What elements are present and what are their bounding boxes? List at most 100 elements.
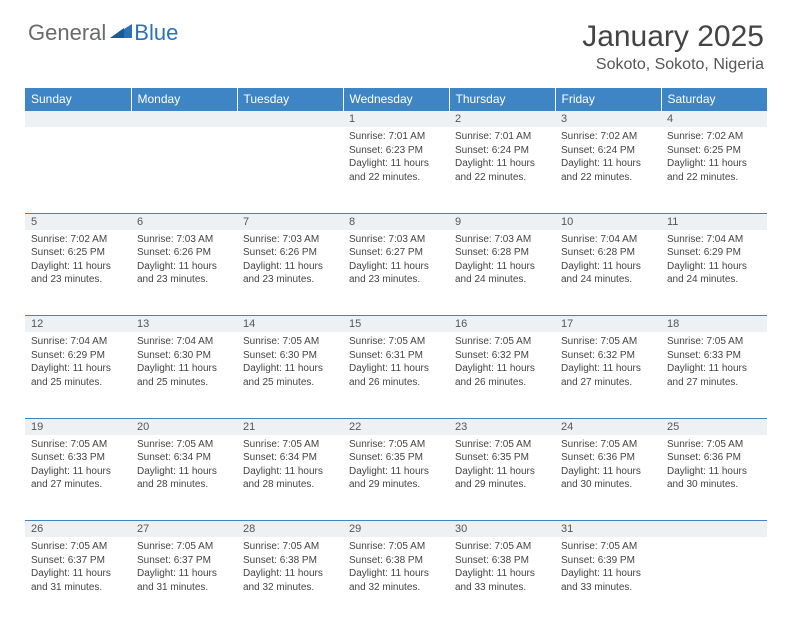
day-number: 13 [131, 316, 237, 332]
day-details: Sunrise: 7:05 AMSunset: 6:38 PMDaylight:… [449, 537, 555, 598]
day-cell: Sunrise: 7:03 AMSunset: 6:28 PMDaylight:… [449, 230, 555, 316]
brand-part1: General [28, 20, 106, 46]
day-details: Sunrise: 7:05 AMSunset: 6:36 PMDaylight:… [555, 435, 661, 496]
week-daynum-row: 1234 [25, 111, 767, 128]
day-number-cell: 4 [661, 111, 767, 128]
week-body-row: Sunrise: 7:02 AMSunset: 6:25 PMDaylight:… [25, 230, 767, 316]
day-cell: Sunrise: 7:05 AMSunset: 6:33 PMDaylight:… [661, 332, 767, 418]
day-details: Sunrise: 7:02 AMSunset: 6:25 PMDaylight:… [25, 230, 131, 291]
day-number-cell: 26 [25, 521, 131, 538]
day-number: 19 [25, 419, 131, 435]
day-number-cell: 8 [343, 213, 449, 230]
day-cell: Sunrise: 7:02 AMSunset: 6:25 PMDaylight:… [25, 230, 131, 316]
day-details: Sunrise: 7:03 AMSunset: 6:26 PMDaylight:… [237, 230, 343, 291]
day-number-cell: 22 [343, 418, 449, 435]
day-number-cell: 25 [661, 418, 767, 435]
day-header: Saturday [661, 88, 767, 111]
day-number-cell: 9 [449, 213, 555, 230]
day-number: 9 [449, 214, 555, 230]
day-number-cell: 14 [237, 316, 343, 333]
day-number-cell [131, 111, 237, 128]
day-cell: Sunrise: 7:02 AMSunset: 6:25 PMDaylight:… [661, 127, 767, 213]
day-number-cell: 11 [661, 213, 767, 230]
week-daynum-row: 19202122232425 [25, 418, 767, 435]
day-details: Sunrise: 7:05 AMSunset: 6:38 PMDaylight:… [343, 537, 449, 598]
day-details: Sunrise: 7:05 AMSunset: 6:39 PMDaylight:… [555, 537, 661, 598]
day-number-cell [237, 111, 343, 128]
location-subtitle: Sokoto, Sokoto, Nigeria [582, 56, 764, 74]
day-details: Sunrise: 7:01 AMSunset: 6:23 PMDaylight:… [343, 127, 449, 188]
day-number: 5 [25, 214, 131, 230]
day-cell: Sunrise: 7:03 AMSunset: 6:26 PMDaylight:… [237, 230, 343, 316]
day-details: Sunrise: 7:05 AMSunset: 6:31 PMDaylight:… [343, 332, 449, 393]
day-number: 28 [237, 521, 343, 537]
day-number: 12 [25, 316, 131, 332]
day-cell: Sunrise: 7:05 AMSunset: 6:32 PMDaylight:… [449, 332, 555, 418]
day-number: 17 [555, 316, 661, 332]
day-number: 22 [343, 419, 449, 435]
day-header: Thursday [449, 88, 555, 111]
day-number-cell: 10 [555, 213, 661, 230]
week-daynum-row: 12131415161718 [25, 316, 767, 333]
day-details: Sunrise: 7:05 AMSunset: 6:34 PMDaylight:… [237, 435, 343, 496]
day-number-cell: 13 [131, 316, 237, 333]
day-header: Tuesday [237, 88, 343, 111]
day-number-cell: 6 [131, 213, 237, 230]
day-number-cell: 21 [237, 418, 343, 435]
day-details: Sunrise: 7:05 AMSunset: 6:37 PMDaylight:… [131, 537, 237, 598]
day-number-cell: 3 [555, 111, 661, 128]
day-details: Sunrise: 7:05 AMSunset: 6:34 PMDaylight:… [131, 435, 237, 496]
day-details: Sunrise: 7:04 AMSunset: 6:30 PMDaylight:… [131, 332, 237, 393]
day-number: 31 [555, 521, 661, 537]
week-daynum-row: 567891011 [25, 213, 767, 230]
brand-logo: General Blue [28, 20, 178, 46]
day-number: 10 [555, 214, 661, 230]
day-number-cell: 28 [237, 521, 343, 538]
day-cell: Sunrise: 7:04 AMSunset: 6:29 PMDaylight:… [25, 332, 131, 418]
day-details: Sunrise: 7:03 AMSunset: 6:26 PMDaylight:… [131, 230, 237, 291]
title-block: January 2025 Sokoto, Sokoto, Nigeria [582, 20, 764, 74]
day-header: Monday [131, 88, 237, 111]
day-details: Sunrise: 7:05 AMSunset: 6:35 PMDaylight:… [449, 435, 555, 496]
day-number-cell: 30 [449, 521, 555, 538]
day-number: 1 [343, 111, 449, 127]
day-number-cell: 7 [237, 213, 343, 230]
day-details: Sunrise: 7:05 AMSunset: 6:37 PMDaylight:… [25, 537, 131, 598]
day-cell: Sunrise: 7:05 AMSunset: 6:36 PMDaylight:… [555, 435, 661, 521]
day-number-cell: 31 [555, 521, 661, 538]
day-cell: Sunrise: 7:02 AMSunset: 6:24 PMDaylight:… [555, 127, 661, 213]
day-number: 25 [661, 419, 767, 435]
day-details: Sunrise: 7:05 AMSunset: 6:33 PMDaylight:… [25, 435, 131, 496]
day-cell: Sunrise: 7:05 AMSunset: 6:30 PMDaylight:… [237, 332, 343, 418]
day-number: 20 [131, 419, 237, 435]
week-body-row: Sunrise: 7:04 AMSunset: 6:29 PMDaylight:… [25, 332, 767, 418]
day-details: Sunrise: 7:03 AMSunset: 6:27 PMDaylight:… [343, 230, 449, 291]
day-cell [25, 127, 131, 213]
day-number-cell: 1 [343, 111, 449, 128]
day-number-cell: 20 [131, 418, 237, 435]
day-number-cell: 12 [25, 316, 131, 333]
day-number-cell [661, 521, 767, 538]
day-details: Sunrise: 7:05 AMSunset: 6:33 PMDaylight:… [661, 332, 767, 393]
day-cell: Sunrise: 7:03 AMSunset: 6:26 PMDaylight:… [131, 230, 237, 316]
day-number: 6 [131, 214, 237, 230]
day-number-cell: 5 [25, 213, 131, 230]
day-details: Sunrise: 7:04 AMSunset: 6:29 PMDaylight:… [661, 230, 767, 291]
day-cell: Sunrise: 7:03 AMSunset: 6:27 PMDaylight:… [343, 230, 449, 316]
header: General Blue January 2025 Sokoto, Sokoto… [0, 0, 792, 82]
day-details: Sunrise: 7:04 AMSunset: 6:29 PMDaylight:… [25, 332, 131, 393]
day-cell: Sunrise: 7:05 AMSunset: 6:31 PMDaylight:… [343, 332, 449, 418]
day-details: Sunrise: 7:05 AMSunset: 6:32 PMDaylight:… [555, 332, 661, 393]
day-cell: Sunrise: 7:05 AMSunset: 6:33 PMDaylight:… [25, 435, 131, 521]
day-number: 30 [449, 521, 555, 537]
day-cell: Sunrise: 7:05 AMSunset: 6:35 PMDaylight:… [343, 435, 449, 521]
day-number: 4 [661, 111, 767, 127]
day-number: 14 [237, 316, 343, 332]
day-cell: Sunrise: 7:05 AMSunset: 6:37 PMDaylight:… [25, 537, 131, 623]
day-cell: Sunrise: 7:05 AMSunset: 6:34 PMDaylight:… [131, 435, 237, 521]
calendar-body: 1234Sunrise: 7:01 AMSunset: 6:23 PMDayli… [25, 111, 767, 623]
day-number-cell: 19 [25, 418, 131, 435]
day-number: 27 [131, 521, 237, 537]
day-number: 26 [25, 521, 131, 537]
day-cell: Sunrise: 7:04 AMSunset: 6:29 PMDaylight:… [661, 230, 767, 316]
